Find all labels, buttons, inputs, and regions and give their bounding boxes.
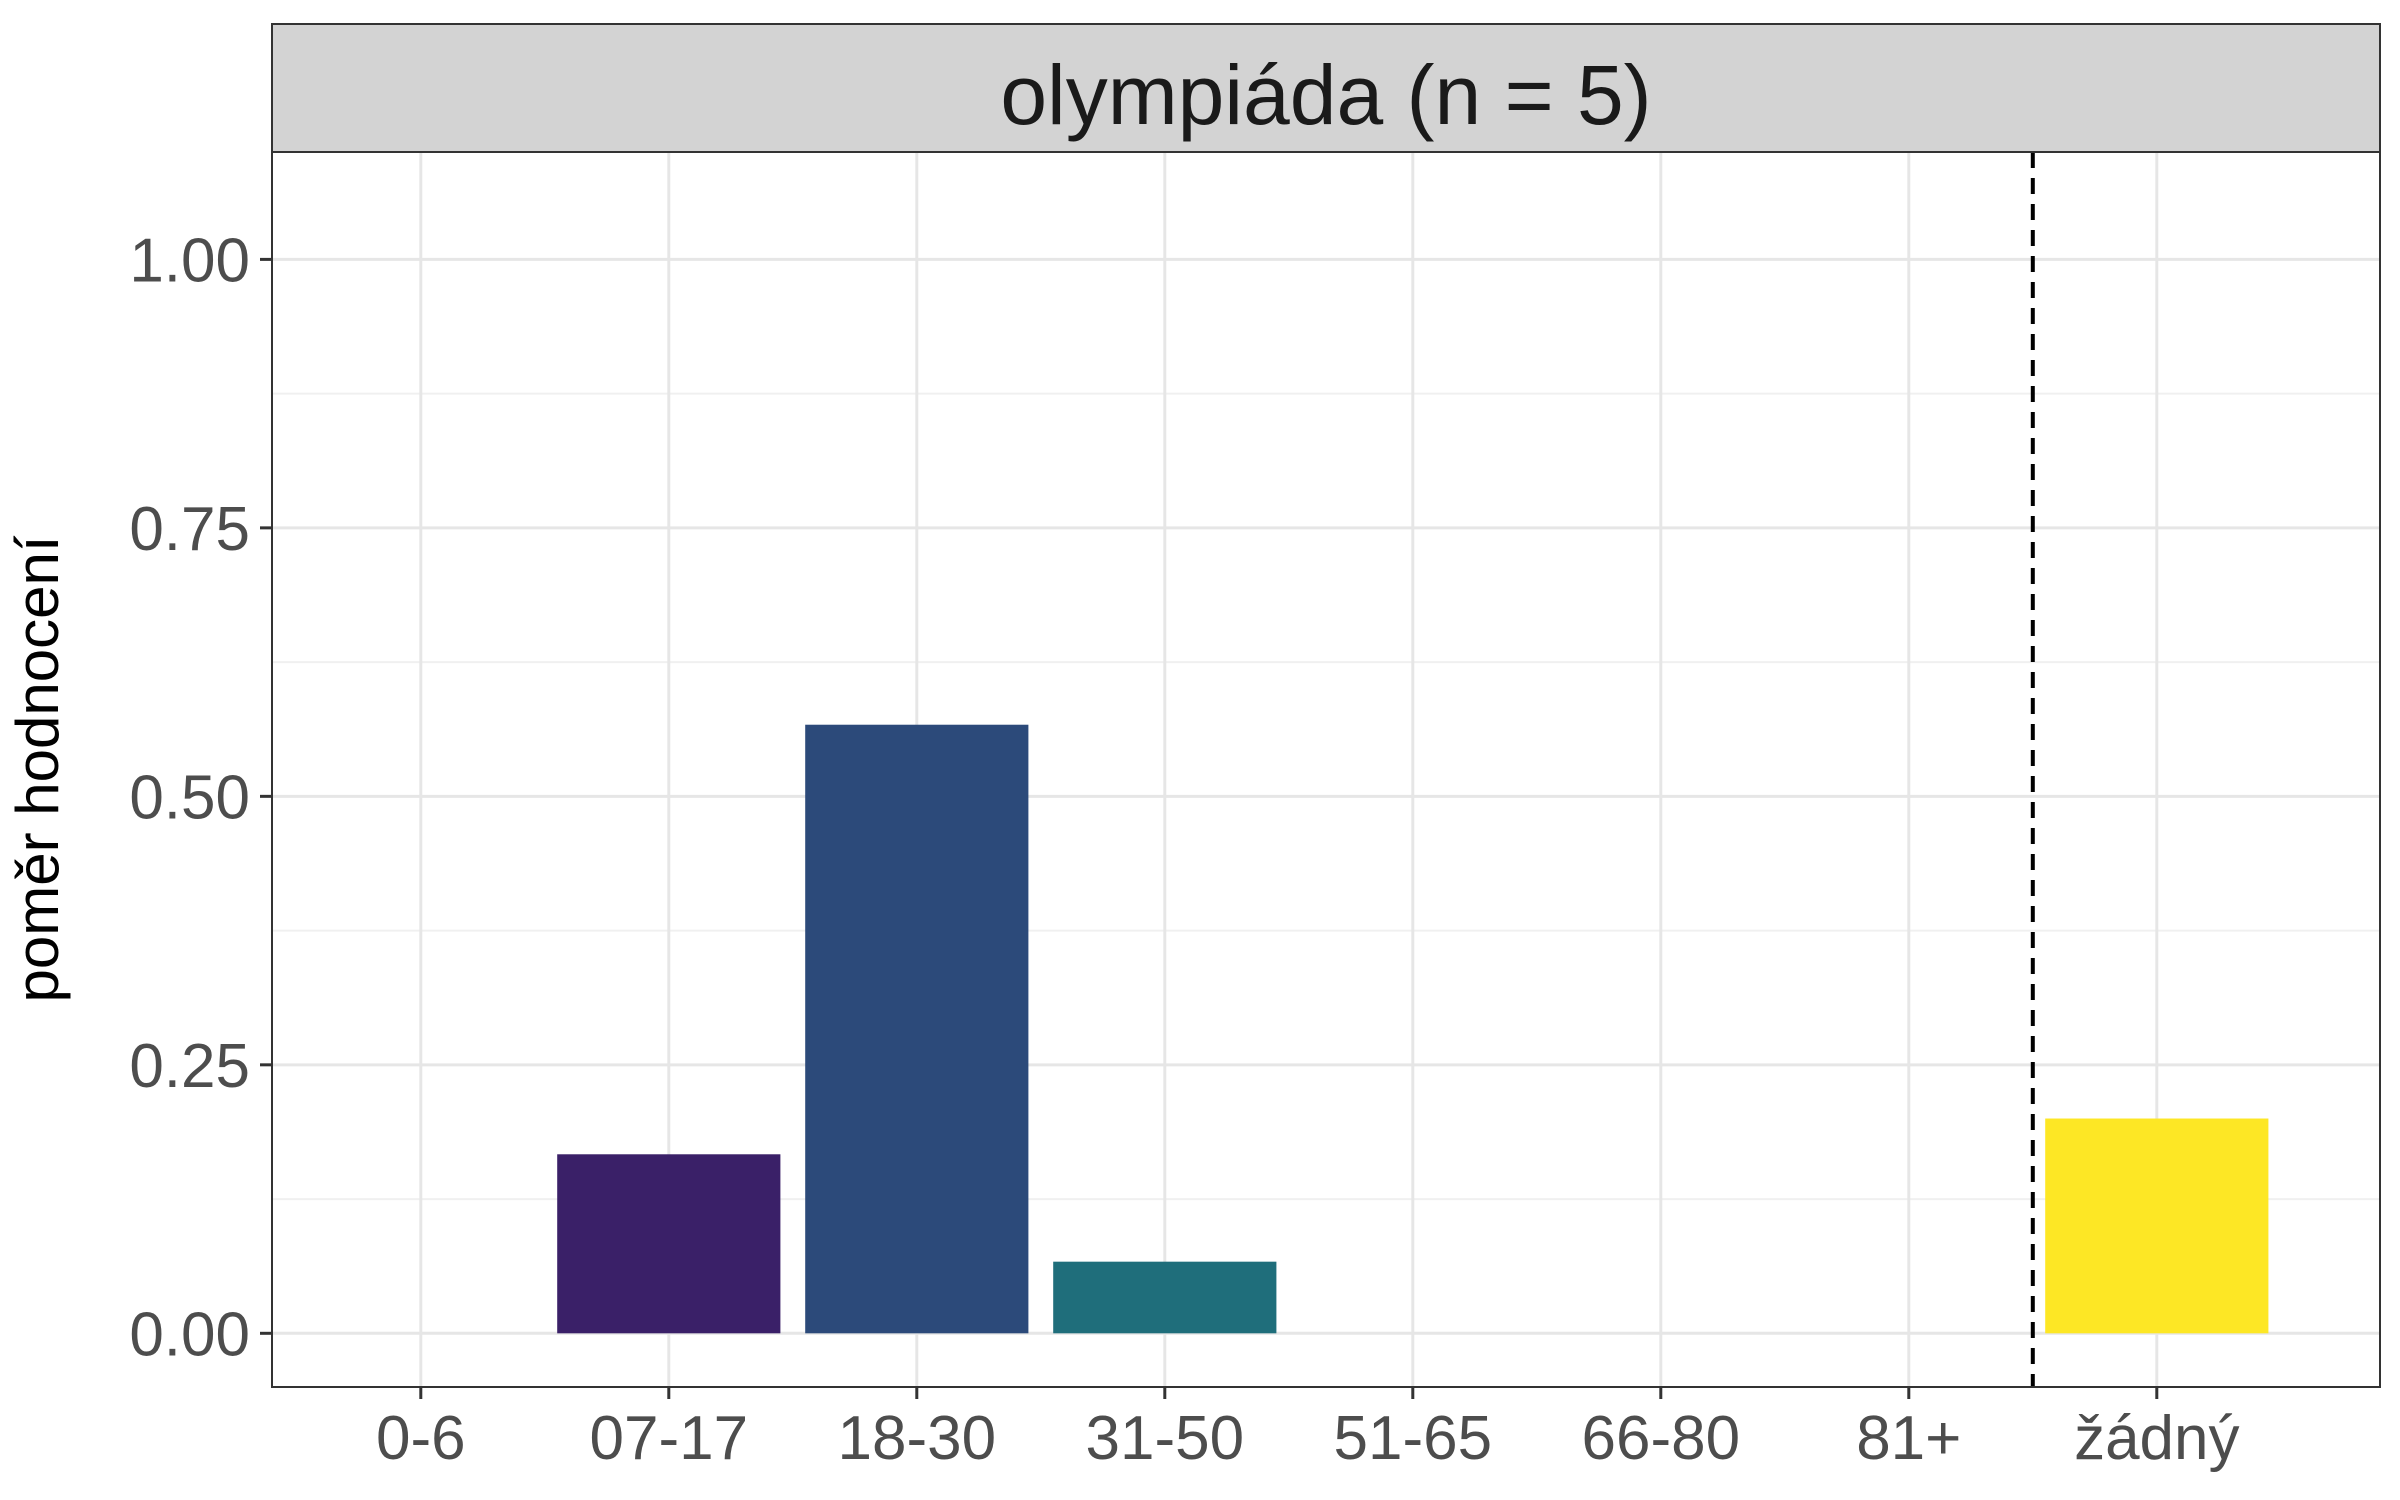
x-tick-label: 31-50 [1086,1404,1245,1473]
facet-strip [271,23,2381,153]
panel-border [271,151,2381,1388]
bar-07-17 [557,1154,781,1334]
x-tick-label: 66-80 [1582,1404,1741,1473]
bar-31-50 [1053,1261,1277,1334]
y-axis-title: poměr hodnocení [4,535,71,1002]
bar-18-30 [805,724,1029,1334]
y-tick-label: 0.25 [129,1032,250,1101]
grid-lines [272,152,2380,1387]
y-axis: 0.00 0.25 0.50 0.75 1.00 [129,226,272,1369]
bar-žádný [2045,1118,2269,1334]
y-tick-label: 1.00 [129,226,250,295]
x-tick-label: 51-65 [1334,1404,1493,1473]
x-tick-label: 0-6 [376,1404,466,1473]
y-tick-label: 0.50 [129,763,250,832]
y-tick-label: 0.00 [129,1300,250,1369]
x-tick-label: 81+ [1856,1404,1961,1473]
x-tick-label: 18-30 [838,1404,997,1473]
y-tick-label: 0.75 [129,495,250,564]
x-axis: 0-6 07-17 18-30 31-50 51-65 66-80 81+ žádný [376,1387,2240,1473]
facet-title: olympiáda (n = 5) [1000,48,1651,142]
x-tick-label: žádný [2074,1404,2239,1473]
x-tick-label: 07-17 [590,1404,749,1473]
bars [557,724,2269,1334]
